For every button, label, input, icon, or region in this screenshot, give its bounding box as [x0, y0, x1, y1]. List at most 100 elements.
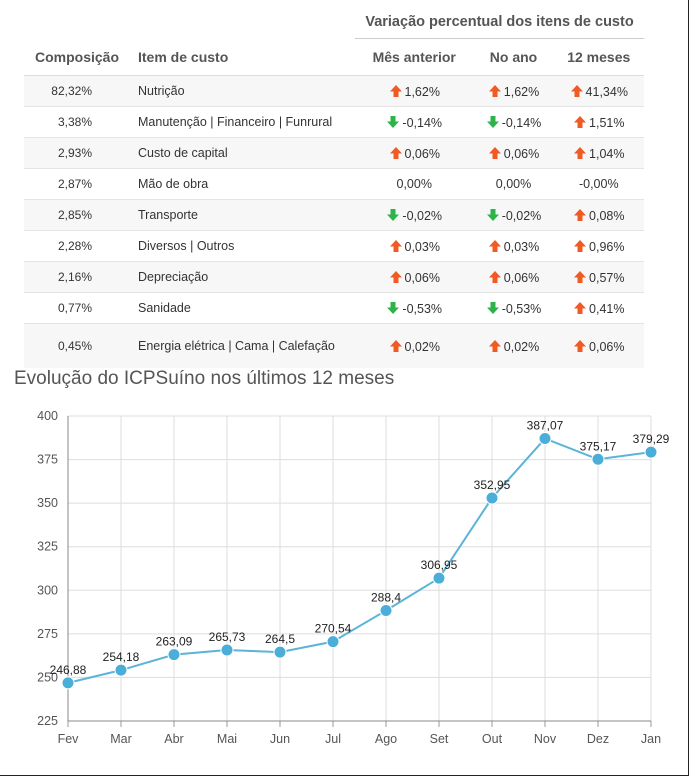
variation-value: 0,03%: [404, 239, 440, 254]
variation-value: 0,96%: [589, 239, 625, 254]
variation-cell-months12: 1,51%: [553, 106, 644, 138]
variation-value: 1,51%: [589, 115, 625, 130]
variation-cell-year: 0,00%: [473, 168, 554, 200]
arrow-up-icon: [488, 339, 502, 353]
item-cell: Nutrição: [130, 75, 355, 107]
arrow-up-icon: [389, 146, 403, 160]
y-tick-label: 250: [37, 670, 58, 684]
variation-cell-prev-month: 0,00%: [355, 168, 474, 200]
variation-cell-months12: 0,06%: [553, 323, 644, 368]
variation-cell-year: 0,06%: [473, 261, 554, 293]
arrow-up-icon: [389, 84, 403, 98]
x-tick-label: Out: [482, 732, 503, 746]
variation-value: 0,06%: [503, 270, 540, 285]
arrow-up-icon: [570, 84, 584, 98]
data-label: 379,29: [633, 432, 670, 446]
cost-items-table: Variação percentual dos itens de custo C…: [24, 6, 644, 368]
variation-value: 41,34%: [585, 84, 628, 99]
composition-cell: 0,45%: [24, 323, 130, 368]
variation-cell-year: 1,62%: [473, 75, 554, 107]
data-point: [591, 452, 605, 466]
variation-group-header: Variação percentual dos itens de custo: [355, 6, 644, 39]
arrow-up-icon: [573, 115, 587, 129]
table-row: 2,85% Transporte -0,02% -0,02% 0,08%: [24, 199, 644, 231]
data-point: [326, 635, 340, 649]
x-tick-label: Jan: [641, 732, 661, 746]
variation-value: -0,02%: [402, 208, 443, 223]
y-tick-label: 375: [37, 453, 58, 467]
data-label: 306,95: [421, 558, 458, 572]
arrow-up-icon: [573, 301, 587, 315]
variation-cell-prev-month: 1,62%: [355, 75, 474, 107]
x-tick-label: Abr: [164, 732, 183, 746]
arrow-up-icon: [573, 208, 587, 222]
x-tick-label: Jun: [270, 732, 290, 746]
variation-value: -0,14%: [402, 115, 443, 130]
composition-cell: 2,85%: [24, 199, 130, 231]
variation-cell-months12: 1,04%: [553, 137, 644, 169]
header-spacer: [24, 6, 355, 39]
item-cell: Custo de capital: [130, 137, 355, 169]
variation-value: -0,00%: [578, 177, 619, 191]
variation-value: 0,02%: [503, 339, 540, 354]
item-cell: Depreciação: [130, 261, 355, 293]
variation-value: 0,41%: [589, 301, 625, 316]
data-point: [273, 645, 287, 659]
y-tick-label: 400: [37, 409, 58, 423]
x-tick-label: Mai: [217, 732, 237, 746]
column-header-12-months: 12 meses: [553, 38, 644, 76]
arrow-down-icon: [386, 115, 400, 129]
arrow-up-icon: [573, 339, 587, 353]
y-tick-label: 275: [37, 627, 58, 641]
arrow-up-icon: [488, 146, 502, 160]
data-label: 246,88: [50, 663, 87, 677]
data-point: [379, 604, 393, 618]
arrow-up-icon: [573, 239, 587, 253]
data-point: [114, 663, 128, 677]
arrow-up-icon: [573, 146, 587, 160]
variation-cell-year: 0,06%: [473, 137, 554, 169]
table-row: 2,87% Mão de obra 0,00% 0,00% -0,00%: [24, 168, 644, 200]
composition-cell: 82,32%: [24, 75, 130, 107]
data-label: 375,17: [580, 439, 617, 453]
y-tick-label: 325: [37, 540, 58, 554]
variation-value: 0,57%: [589, 270, 625, 285]
item-cell: Transporte: [130, 199, 355, 231]
y-tick-label: 350: [37, 496, 58, 510]
variation-cell-months12: 0,96%: [553, 230, 644, 262]
data-point: [432, 571, 446, 585]
y-tick-label: 300: [37, 583, 58, 597]
variation-value: -0,53%: [402, 301, 443, 316]
table-row: 0,77% Sanidade -0,53% -0,53% 0,41%: [24, 292, 644, 324]
x-tick-label: Dez: [587, 732, 609, 746]
variation-value: 0,06%: [404, 146, 440, 161]
variation-cell-prev-month: 0,02%: [355, 323, 474, 368]
table-row: 3,38% Manutenção | Financeiro | Funrural -…: [24, 106, 644, 138]
data-label: 352,95: [474, 478, 511, 492]
data-point: [538, 432, 552, 446]
arrow-down-icon: [486, 301, 500, 315]
variation-value: 0,06%: [503, 146, 540, 161]
variation-cell-year: -0,02%: [473, 199, 554, 231]
variation-cell-prev-month: -0,53%: [355, 292, 474, 324]
variation-cell-prev-month: 0,03%: [355, 230, 474, 262]
data-label: 264,5: [265, 632, 295, 646]
x-tick-label: Jul: [325, 732, 341, 746]
variation-cell-prev-month: -0,02%: [355, 199, 474, 231]
arrow-up-icon: [488, 270, 502, 284]
arrow-down-icon: [386, 301, 400, 315]
composition-cell: 2,87%: [24, 168, 130, 200]
arrow-down-icon: [386, 208, 400, 222]
variation-cell-months12: 0,57%: [553, 261, 644, 293]
variation-value: 0,00%: [396, 177, 432, 191]
data-label: 265,73: [209, 630, 246, 644]
table-row: 2,28% Diversos | Outros 0,03% 0,03% 0,96%: [24, 230, 644, 262]
composition-cell: 2,93%: [24, 137, 130, 169]
variation-value: 1,04%: [589, 146, 625, 161]
variation-value: -0,53%: [501, 301, 542, 316]
item-cell: Diversos | Outros: [130, 230, 355, 262]
arrow-up-icon: [389, 339, 403, 353]
data-point: [644, 445, 658, 459]
variation-cell-prev-month: 0,06%: [355, 261, 474, 293]
